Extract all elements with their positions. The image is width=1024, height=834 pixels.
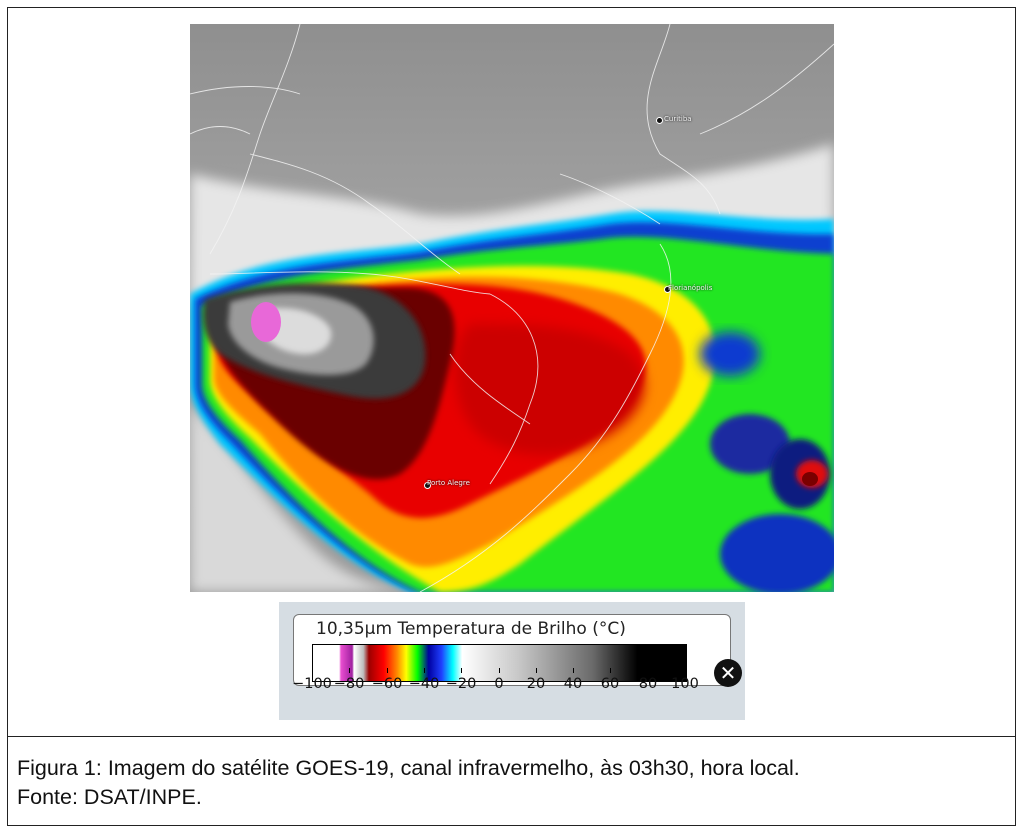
city-label-florianopolis: Florianópolis: [668, 284, 713, 292]
tick-label: 40: [563, 676, 583, 692]
tick-mark: [648, 668, 649, 673]
tick-label: 100: [671, 676, 699, 692]
tick-mark: [424, 668, 425, 673]
tick-label: −40: [408, 676, 440, 692]
city-label-porto-alegre: Porto Alegre: [427, 479, 470, 487]
caption-line-2: Fonte: DSAT/INPE.: [17, 785, 202, 809]
city-marker-porto-alegre: [424, 482, 431, 489]
close-circle-icon[interactable]: ✕: [714, 659, 742, 687]
city-marker-florianopolis: [664, 286, 671, 293]
colorbar-legend: 10,35μm Temperatura de Brilho (°C) ✕ −10…: [279, 602, 745, 720]
tick-mark: [499, 668, 500, 673]
caption-divider: [7, 736, 1016, 737]
colorbar-panel: 10,35μm Temperatura de Brilho (°C) ✕: [293, 614, 742, 687]
city-marker-curitiba: [656, 117, 663, 124]
tick-mark: [461, 668, 462, 673]
tick-mark: [610, 668, 611, 673]
tick-mark: [387, 668, 388, 673]
colorbar-title: 10,35μm Temperatura de Brilho (°C): [316, 619, 626, 639]
satellite-image: Curitiba Florianópolis Porto Alegre: [190, 24, 834, 592]
caption-line-1: Figura 1: Imagem do satélite GOES-19, ca…: [17, 756, 800, 780]
city-label-curitiba: Curitiba: [664, 115, 692, 123]
tick-label: 0: [494, 676, 504, 692]
tick-mark: [536, 668, 537, 673]
tick-mark: [349, 668, 350, 673]
colorbar-ticks: −100 −80 −60 −40 −20 0 20 40 60 80 100: [279, 668, 715, 708]
tick-label: 60: [600, 676, 620, 692]
figure-frame: [7, 7, 1016, 826]
tick-mark: [685, 668, 686, 673]
tick-label: 80: [638, 676, 658, 692]
tick-label: −100: [292, 676, 332, 692]
tick-label: −60: [371, 676, 403, 692]
tick-mark: [312, 668, 313, 673]
tick-label: 20: [526, 676, 546, 692]
tick-label: −80: [333, 676, 365, 692]
colorbar-gradient: [312, 644, 687, 682]
figure-caption: Figura 1: Imagem do satélite GOES-19, ca…: [17, 754, 1007, 812]
tick-label: −20: [445, 676, 477, 692]
tick-mark: [573, 668, 574, 673]
